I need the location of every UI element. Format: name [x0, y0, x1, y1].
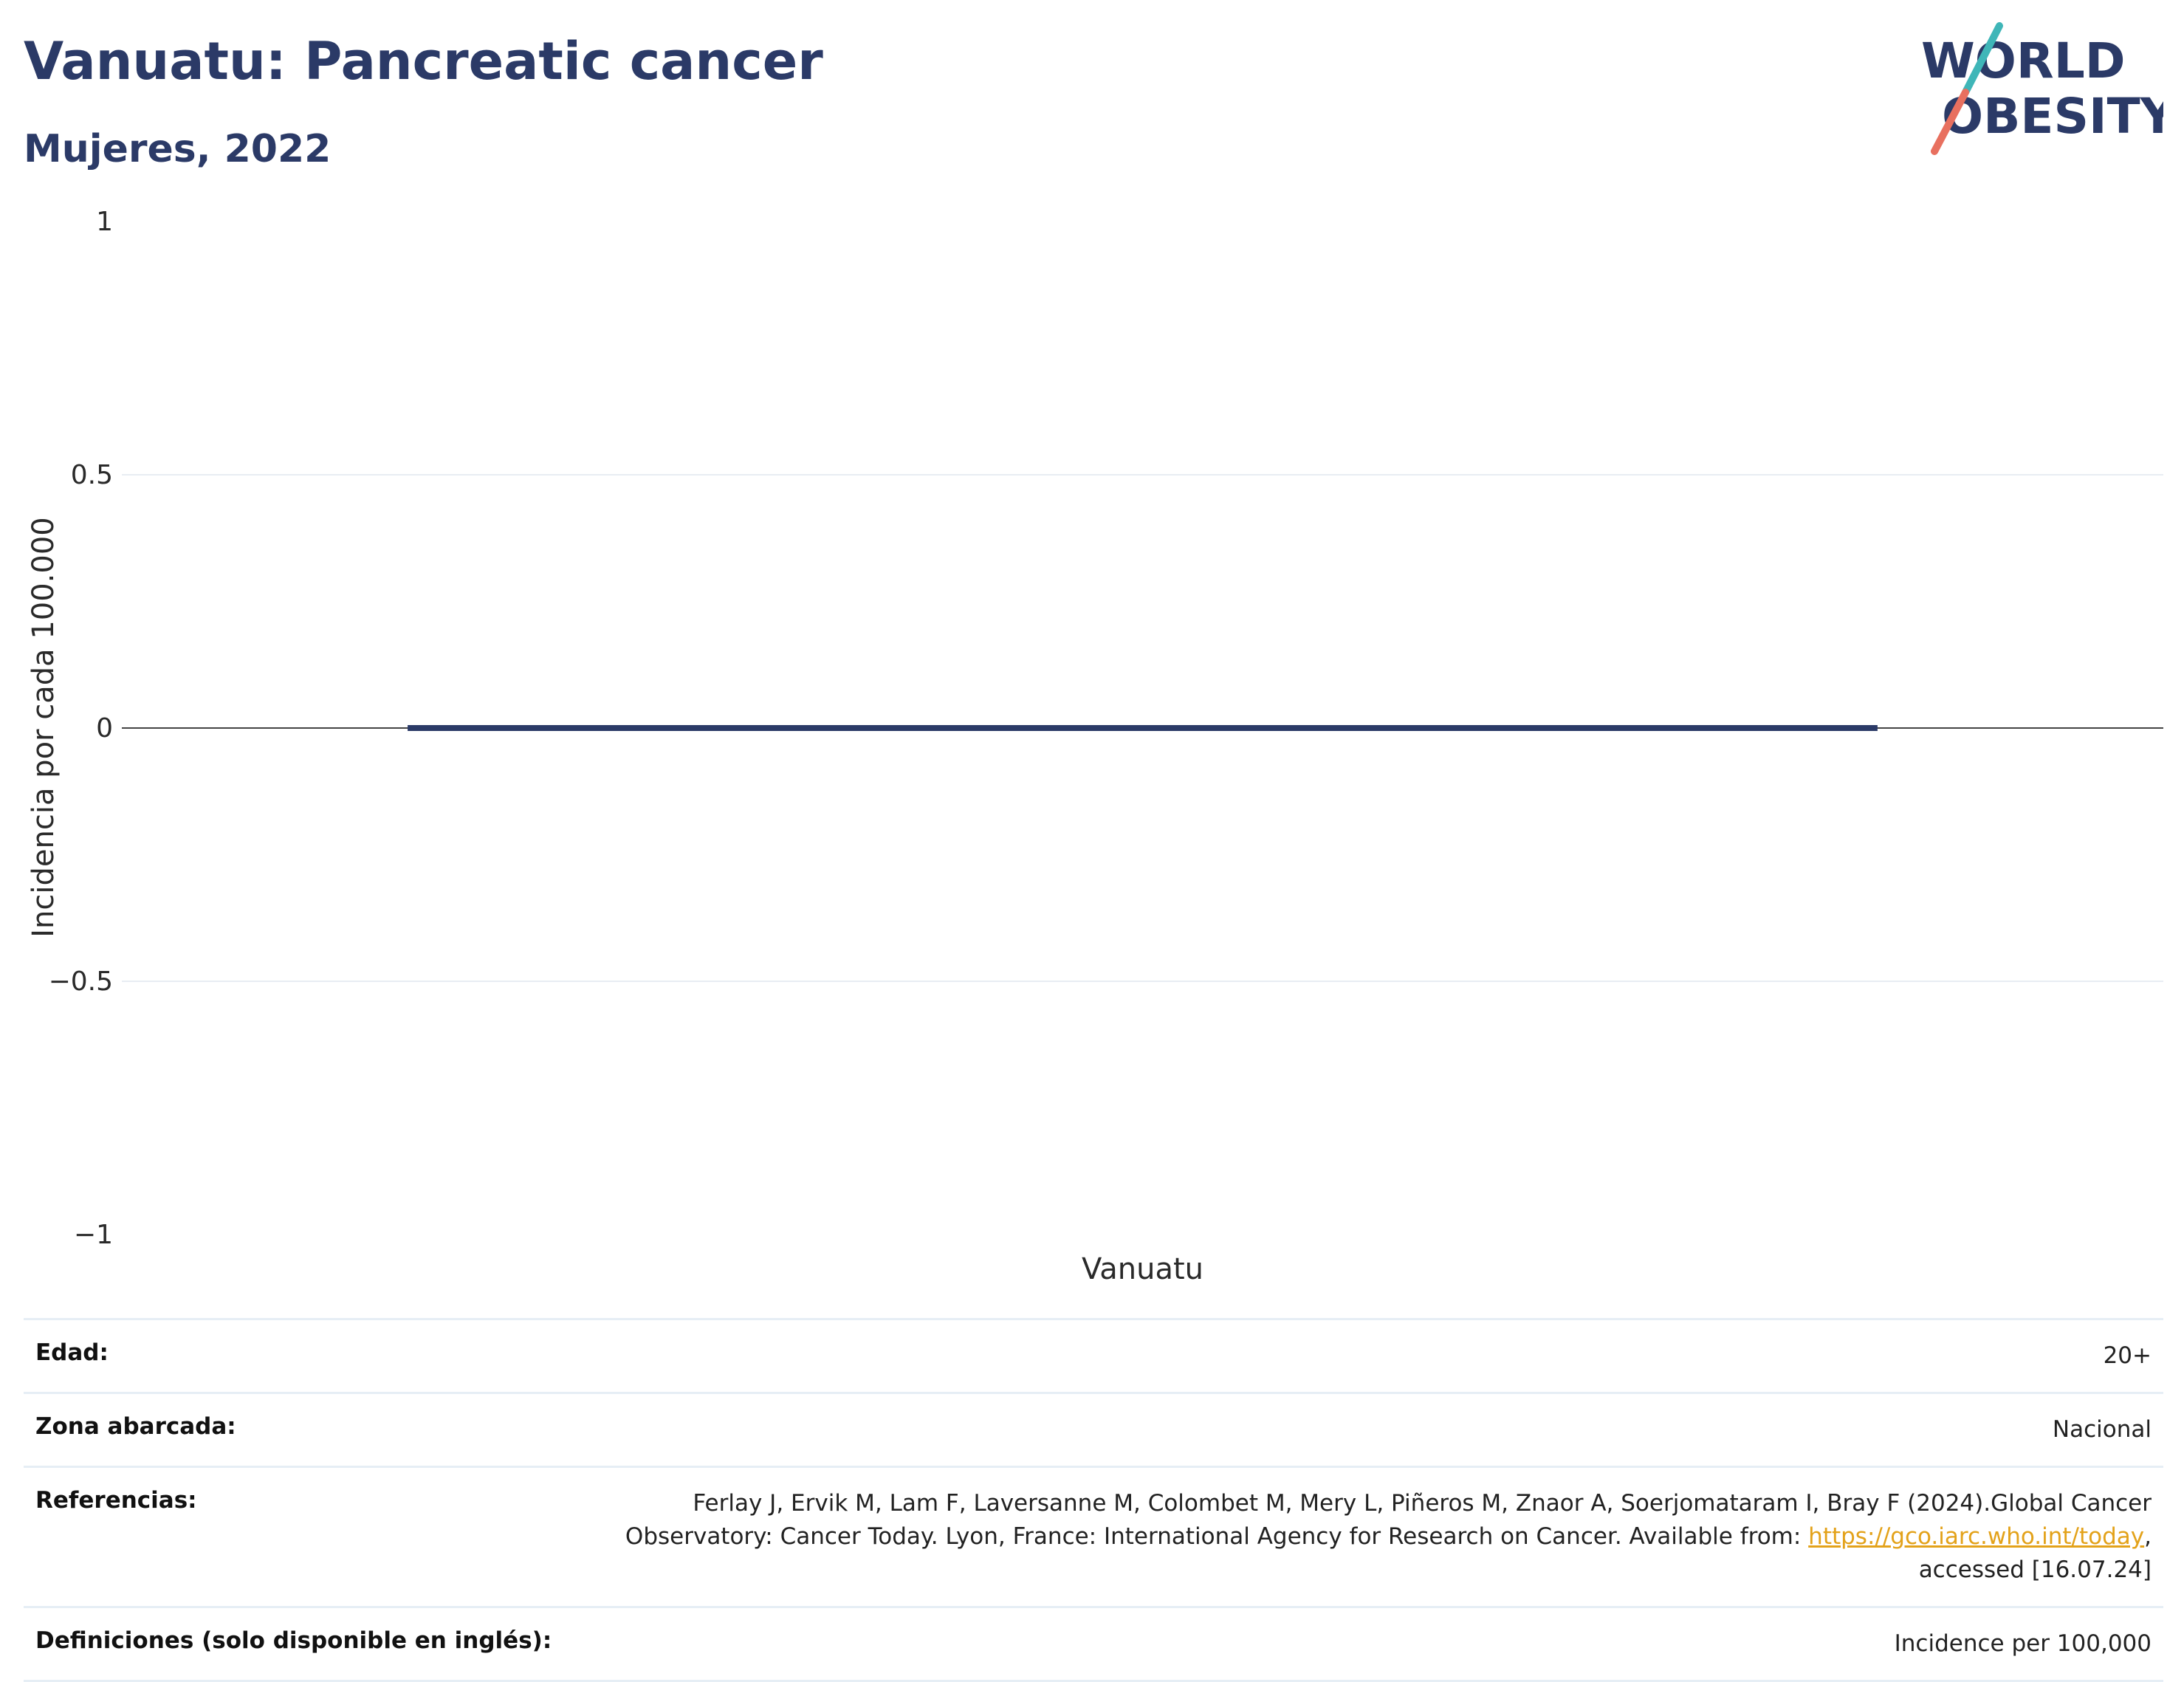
info-label-coverage: Zona abarcada: — [35, 1412, 236, 1440]
y-tick-label: 0.5 — [71, 460, 113, 490]
info-value-age: 20+ — [2103, 1342, 2152, 1369]
bar-chart: 1 0.5 0 −0.5 −1 Vanuatu Incidencia por cada … — [27, 207, 2163, 1286]
y-tick-label: −0.5 — [49, 967, 113, 997]
reference-accessed: , accessed [16.07.24] — [1918, 1523, 2152, 1583]
bar — [408, 725, 1878, 731]
reference-link[interactable]: https://gco.iarc.who.int/today — [1808, 1523, 2145, 1550]
logo-slash-teal — [1962, 22, 2003, 96]
logo-slash-coral — [1931, 89, 1969, 155]
logo-word-obesity: OBESITY — [1942, 88, 2163, 145]
world-obesity-logo: WORLD OBESITY — [1921, 22, 2163, 155]
x-category-labels: Vanuatu — [1082, 1252, 1203, 1286]
reference-text: Ferlay J, Ervik M, Lam F, Laversanne M, … — [625, 1489, 2152, 1550]
info-value-definitions: Incidence per 100,000 — [1894, 1630, 2152, 1657]
info-row-references: Referencias: Ferlay J, Ervik M, Lam F, L… — [24, 1465, 2163, 1606]
info-label-references: Referencias: — [35, 1486, 197, 1514]
info-table: Edad: 20+ Zona abarcada: Nacional Refere… — [24, 1318, 2163, 1682]
logo-word-world: WORLD — [1921, 32, 2126, 89]
y-tick-label: 1 — [96, 207, 113, 237]
y-tick-label: −1 — [74, 1220, 113, 1250]
bars — [408, 725, 1878, 731]
info-value-references: Ferlay J, Ervik M, Lam F, Laversanne M, … — [601, 1487, 2152, 1587]
info-row-age: Edad: 20+ — [24, 1318, 2163, 1392]
page-title: Vanuatu: Pancreatic cancer — [24, 31, 823, 92]
x-category-label: Vanuatu — [1082, 1252, 1203, 1286]
y-tick-label: 0 — [96, 713, 113, 744]
y-axis-title: Incidencia por cada 100.000 — [27, 517, 61, 938]
info-value-coverage: Nacional — [2052, 1415, 2152, 1443]
page-subtitle: Mujeres, 2022 — [24, 127, 332, 171]
y-tick-labels: 1 0.5 0 −0.5 −1 — [49, 207, 113, 1250]
info-row-definitions: Definiciones (solo disponible en inglés)… — [24, 1605, 2163, 1682]
info-label-definitions: Definiciones (solo disponible en inglés)… — [35, 1627, 552, 1654]
info-row-coverage: Zona abarcada: Nacional — [24, 1391, 2163, 1466]
info-label-age: Edad: — [35, 1339, 109, 1366]
